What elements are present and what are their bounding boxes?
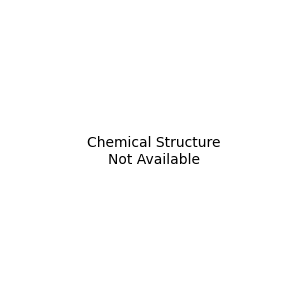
Text: Chemical Structure
Not Available: Chemical Structure Not Available (87, 136, 220, 166)
